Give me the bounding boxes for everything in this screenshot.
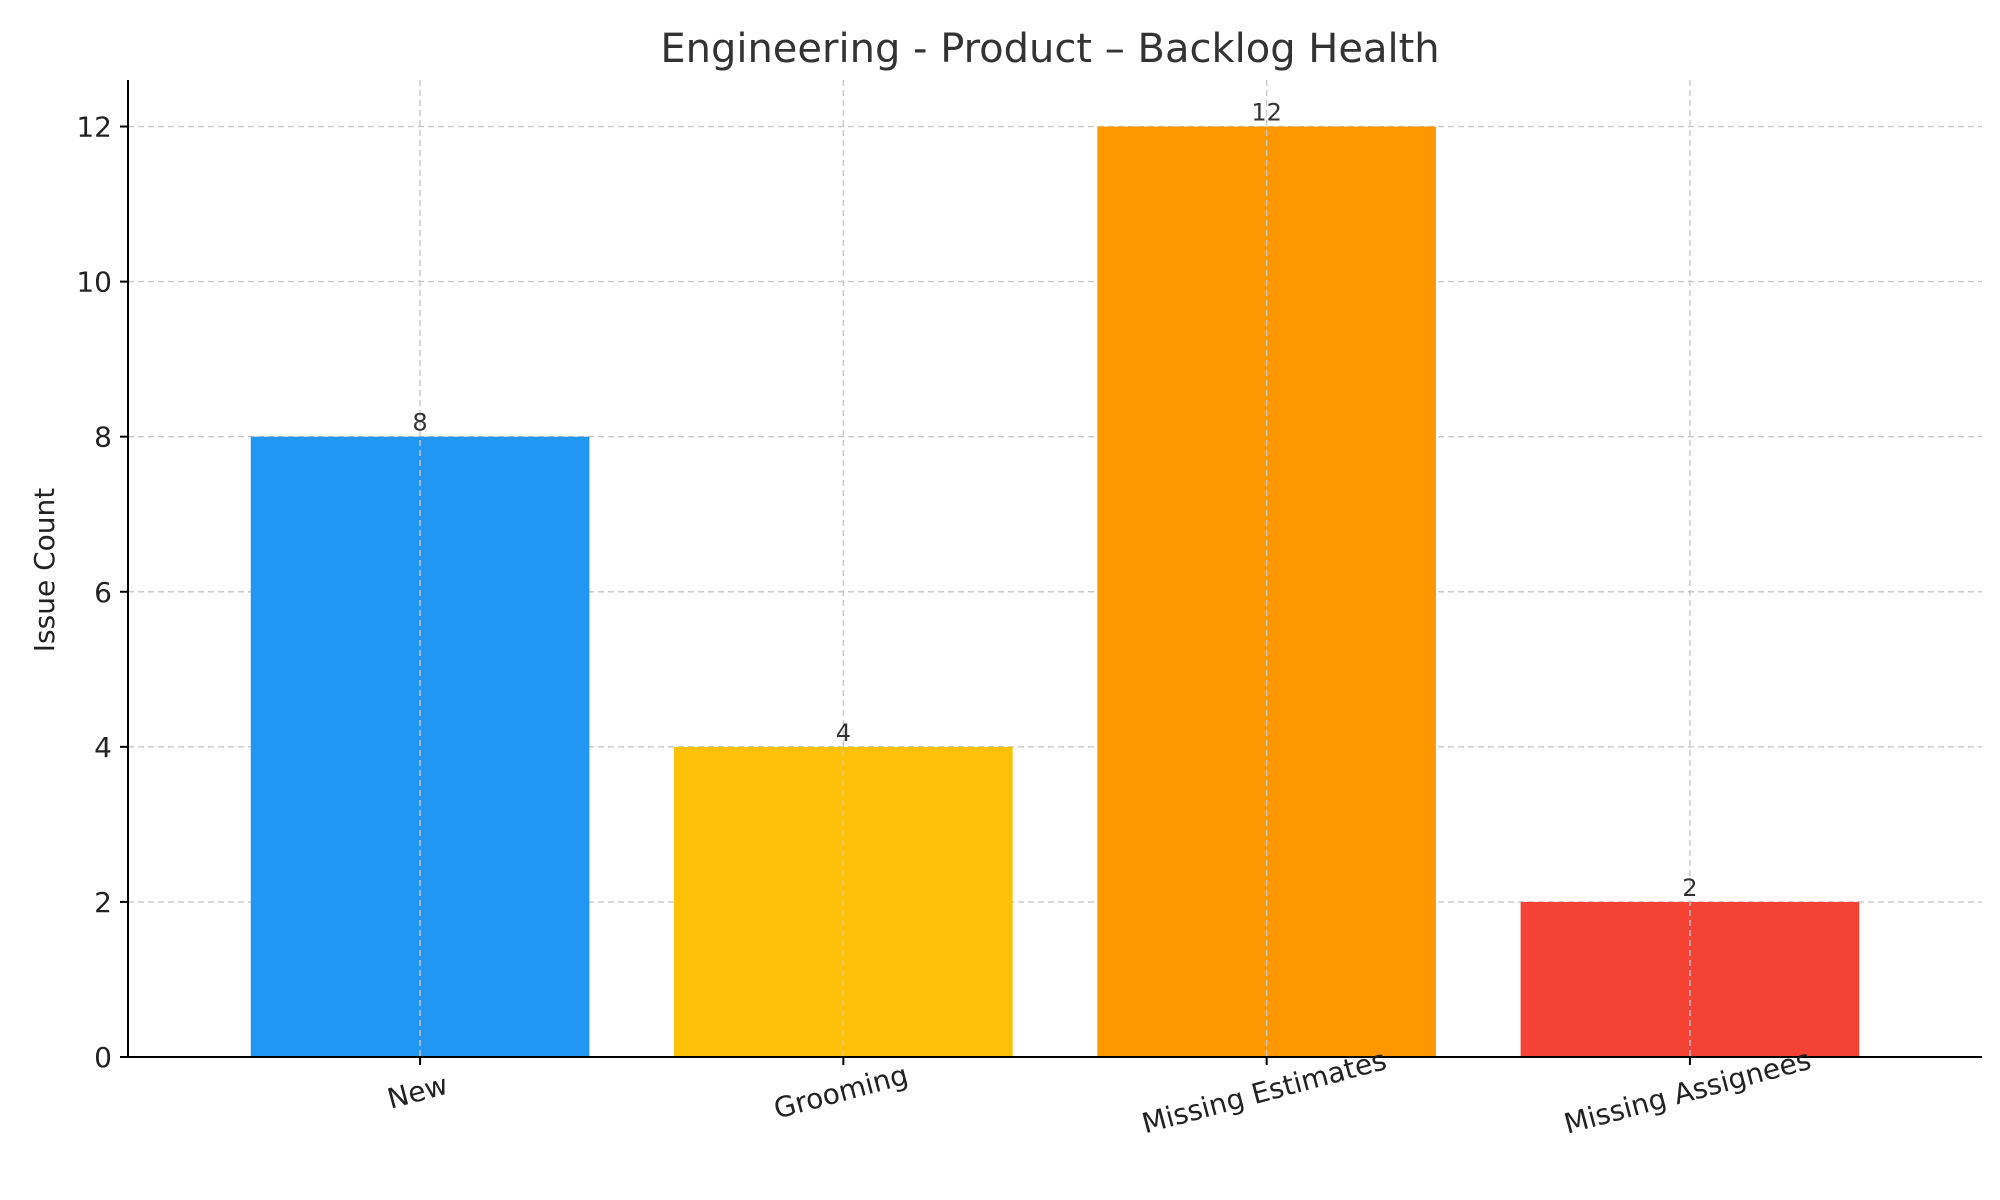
y-tick-label: 8: [94, 421, 112, 454]
y-tick-label: 6: [94, 576, 112, 609]
bar-value-label: 4: [836, 719, 851, 747]
y-tick-label: 12: [76, 111, 112, 144]
y-tick-label: 2: [94, 886, 112, 919]
x-tick-label: Grooming: [770, 1058, 911, 1125]
bar-value-label: 12: [1251, 99, 1282, 127]
y-tick-label: 10: [76, 266, 112, 299]
bar-value-label: 2: [1682, 874, 1697, 902]
axes: [120, 80, 1982, 1065]
chart-title: Engineering - Product – Backlog Health: [660, 26, 1439, 72]
bars: [250, 80, 1860, 1058]
bar-value-label: 8: [412, 409, 427, 437]
y-tick-label: 4: [94, 731, 112, 764]
x-tick-label: New: [384, 1068, 452, 1116]
y-tick-label: 0: [94, 1041, 112, 1074]
y-axis-label: Issue Count: [28, 488, 61, 652]
